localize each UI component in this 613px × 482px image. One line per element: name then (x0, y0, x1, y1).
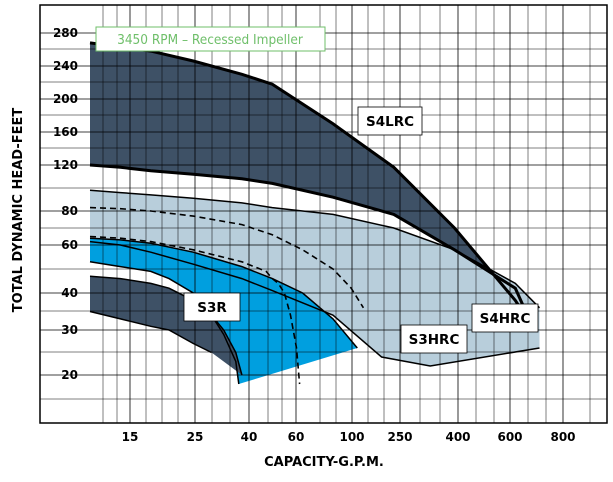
dashed-curve-1 (89, 235, 301, 385)
y-axis-title: TOTAL DYNAMIC HEAD-FEET (11, 108, 26, 313)
area-s4lrc (90, 42, 528, 319)
y-tick-label: 30 (61, 323, 78, 337)
x-tick-label: 400 (445, 430, 470, 444)
series-label-s3r: S3R (197, 300, 227, 316)
chart-title: 3450 RPM – Recessed Impeller (117, 32, 303, 48)
outline-upper-s3hrc (89, 237, 358, 349)
dashed-layer (89, 206, 365, 385)
series-label-box-s4hrc (471, 303, 539, 333)
x-tick-label: 40 (241, 430, 258, 444)
x-tick-label: 15 (122, 430, 139, 444)
x-axis-title: CAPACITY-G.P.M. (264, 455, 384, 470)
chart-title-box: 3450 RPM – Recessed Impeller (95, 26, 326, 52)
area-layer (90, 42, 540, 384)
x-tick-label: 25 (187, 430, 204, 444)
y-tick-label: 280 (53, 26, 78, 40)
series-label-box-s4lrc (357, 106, 423, 136)
x-tick-label: 250 (387, 430, 412, 444)
series-label-s4hrc: S4HRC (480, 311, 531, 327)
y-tick-label: 20 (61, 368, 78, 382)
x-tick-label: 100 (339, 430, 364, 444)
dashed-curve-0 (89, 206, 365, 309)
area-s4hrc (90, 190, 540, 366)
x-tick-label: 800 (550, 430, 575, 444)
series-label-layer: S4LRC S4HRC S3HRC S3R (183, 106, 539, 354)
plot-frame (39, 4, 608, 424)
y-tick-label: 200 (53, 92, 78, 106)
x-tick-label: 600 (497, 430, 522, 444)
y-tick-label: 40 (61, 286, 78, 300)
y-tick-label: 120 (53, 158, 78, 172)
area-s3r (90, 276, 242, 375)
y-tick-label: 80 (61, 204, 78, 218)
outline-lower-s4hrc (89, 240, 540, 367)
y-tick-label: 240 (53, 59, 78, 73)
outline-lower-s3r (89, 310, 212, 354)
series-label-s3hrc: S3HRC (409, 332, 460, 348)
tick-label-layer: 15 25 40 60 100 250 400 600 800 280 240 200 160 120 80… (53, 26, 576, 444)
series-label-s4lrc: S4LRC (366, 114, 414, 130)
x-tick-label: 60 (288, 430, 305, 444)
y-tick-label: 60 (61, 238, 78, 252)
series-label-box-s3r (183, 292, 241, 322)
outline-upper-s4hrc (89, 189, 541, 309)
outline-lower-s4lrc (89, 163, 529, 316)
y-tick-label: 160 (53, 125, 78, 139)
series-label-box-s3hrc (400, 324, 468, 354)
